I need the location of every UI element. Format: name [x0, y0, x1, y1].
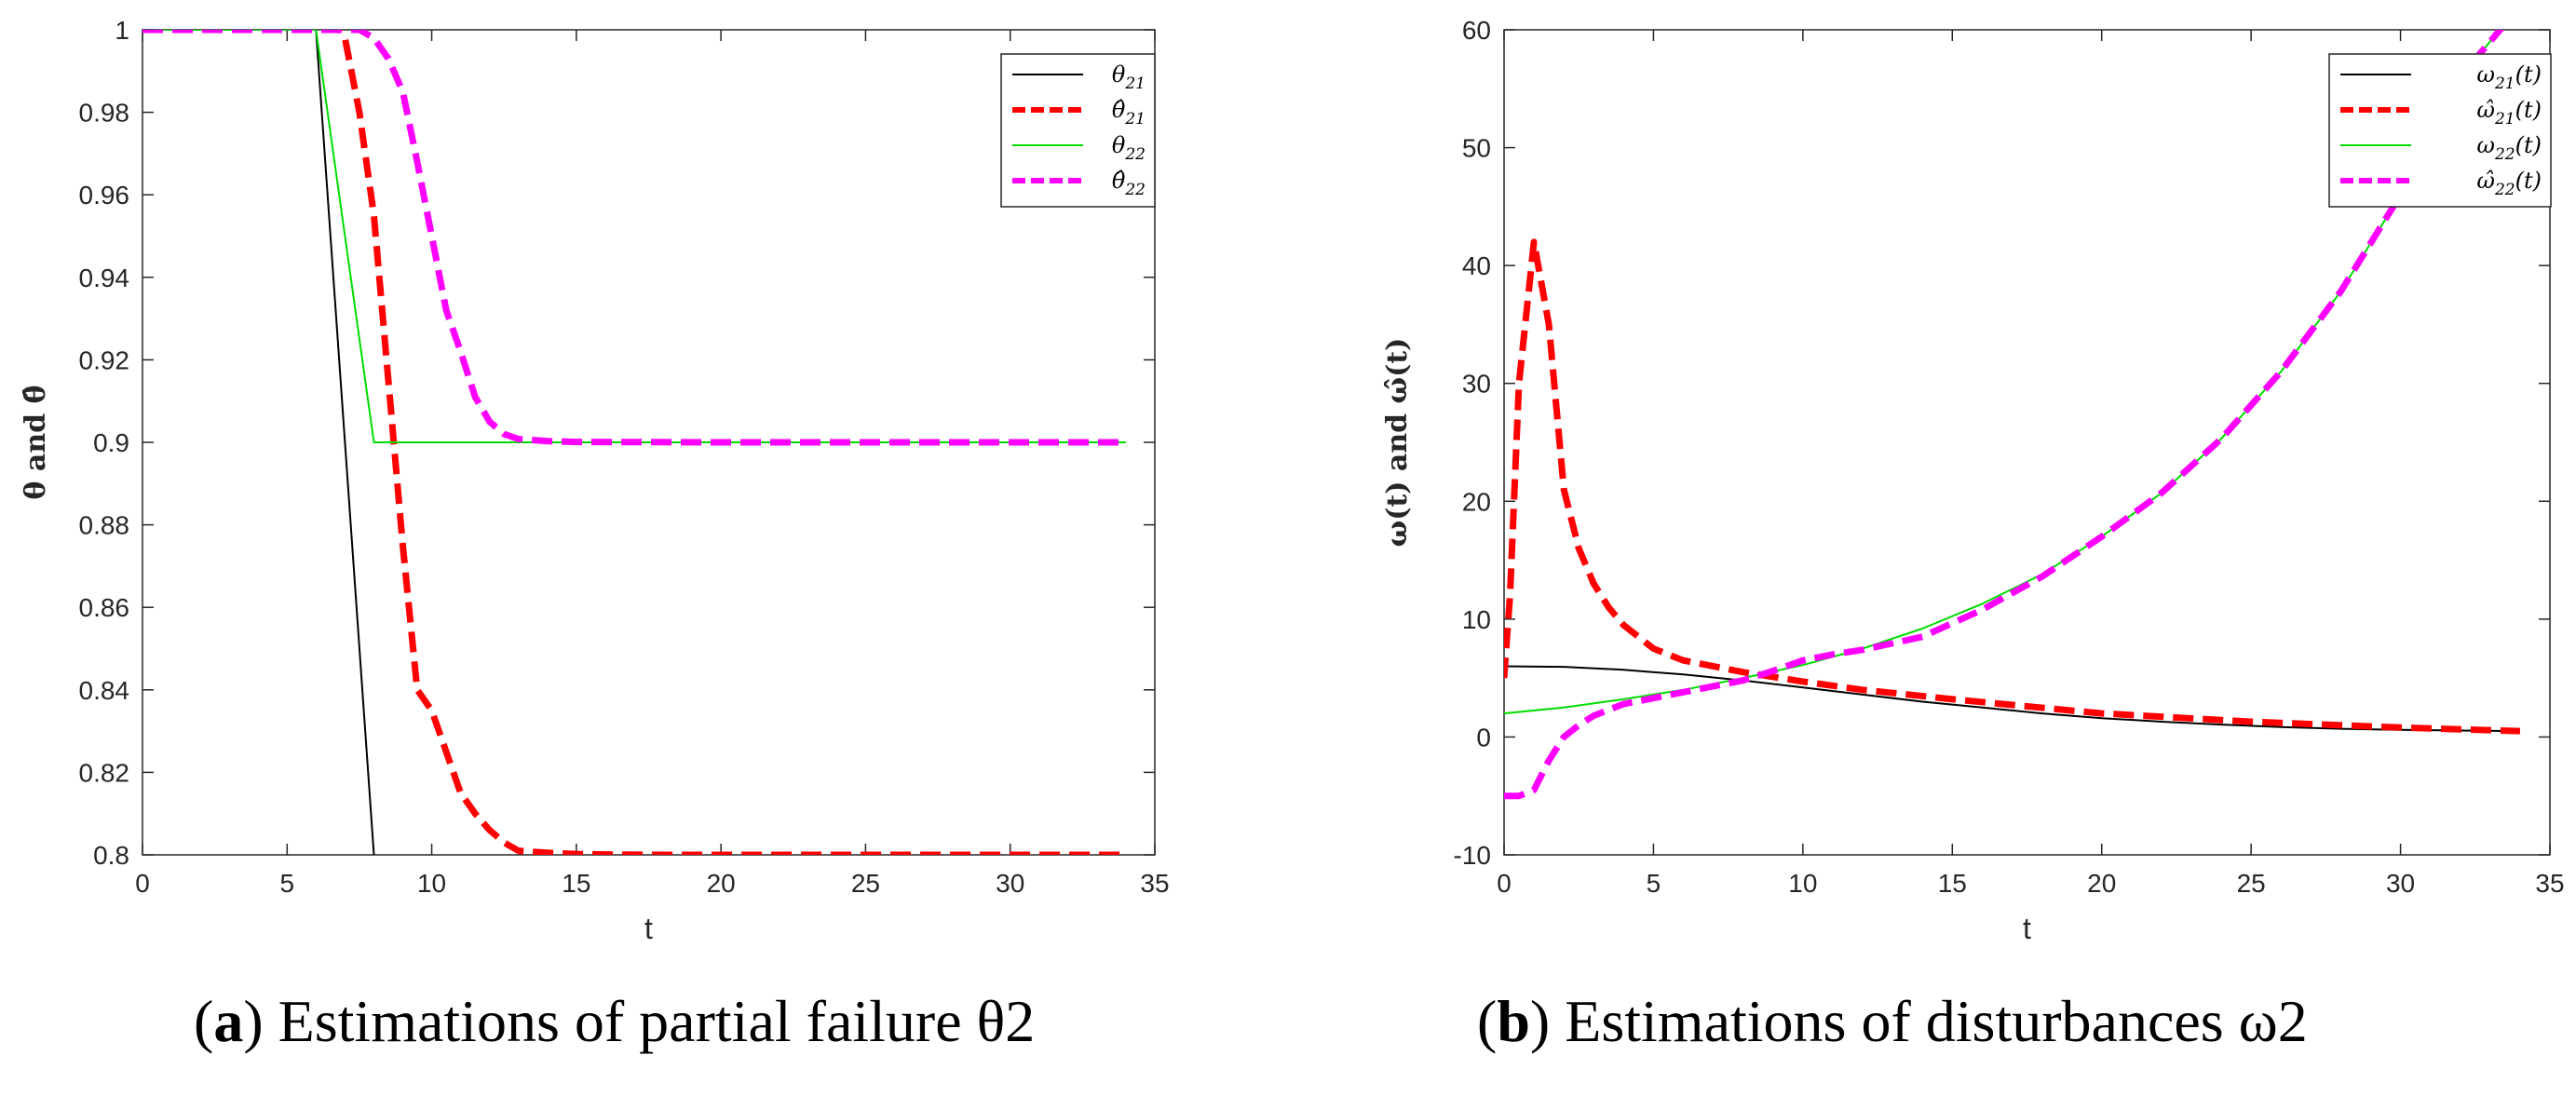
caption-b: (b) Estimations of disturbances ω2: [1477, 988, 2308, 1054]
legend-label-base-3: ω̂: [2476, 168, 2495, 194]
legend-label-rest-0: (t): [2515, 61, 2542, 88]
chart-a: 0 5 10 15 20 25 30 35 0.8 0.82 0.84 0.86 0.88 0.9 0.92…: [20, 16, 1170, 945]
y-tick-label: 40: [1462, 251, 1491, 280]
legend-entry-0: ω21(t): [2476, 61, 2542, 93]
caption-a-letter: a: [213, 988, 244, 1054]
y-tick-label: 30: [1462, 370, 1491, 399]
legend-label-sub-1: 21: [2494, 110, 2515, 129]
legend-label-base-3: θ̂: [1112, 168, 1126, 194]
x-tick-label: 30: [996, 869, 1024, 898]
x-tick-label: 5: [1647, 869, 1661, 898]
caption-b-text: Estimations of disturbances ω2: [1565, 988, 2308, 1054]
y-tick-label: 0.92: [79, 345, 130, 374]
y-axis-label: θ and θ̂: [20, 385, 52, 499]
y-tick-label: 10: [1462, 605, 1491, 634]
caption-b-letter: b: [1497, 988, 1530, 1054]
y-tick-label: 0.96: [79, 181, 130, 210]
x-axis-label: t: [2023, 912, 2031, 945]
legend-label-base-1: θ̂: [1112, 97, 1126, 123]
legend-label-base-0: θ: [1112, 61, 1126, 88]
series-line-1: [142, 30, 1126, 855]
x-tick-label: 20: [2087, 869, 2116, 898]
series-line-1: [1504, 238, 2521, 735]
x-tick-label: 35: [2535, 869, 2564, 898]
caption-a-text: Estimations of partial failure θ2: [278, 988, 1036, 1054]
legend-label-base-2: θ: [1112, 132, 1126, 158]
y-tick-label: 0: [1476, 723, 1491, 751]
legend-label-sub-3: 22: [1124, 181, 1146, 199]
x-tick-label: 25: [2237, 869, 2266, 898]
y-tick-label: 0.98: [79, 99, 130, 128]
series-line-3: [142, 30, 1126, 446]
legend-label-sub-2: 22: [2494, 145, 2515, 164]
legend-entry-2: ω22(t): [2476, 132, 2542, 164]
legend: ω21(t)ω̂21(t)ω22(t)ω̂22(t): [2328, 53, 2552, 208]
legend-entry-2: θ22: [1112, 132, 1146, 164]
y-tick-label: 0.8: [93, 841, 129, 870]
legend-label-base-1: ω̂: [2476, 97, 2495, 123]
legend-entry-1: θ̂21: [1112, 97, 1146, 129]
legend-entry-1: ω̂21(t): [2476, 97, 2542, 129]
y-tick-label: 0.82: [79, 758, 130, 787]
y-tick-label: 1: [115, 16, 129, 45]
x-tick-label: 10: [417, 869, 446, 898]
legend-label-sub-0: 21: [2494, 74, 2515, 93]
legend-entry-3: ω̂22(t): [2476, 168, 2542, 199]
legend-label-base-2: ω: [2476, 132, 2495, 158]
legend-label-sub-2: 22: [1124, 145, 1146, 164]
legend-label-sub-3: 22: [2494, 181, 2515, 199]
x-tick-label: 0: [1497, 869, 1512, 898]
x-tick-label: 5: [279, 869, 294, 898]
y-tick-label: 60: [1462, 16, 1491, 45]
y-tick-label: 0.84: [79, 676, 130, 705]
series-line-3: [1504, 30, 2505, 800]
x-axis-label: t: [644, 912, 653, 945]
x-tick-label: 10: [1788, 869, 1817, 898]
legend-entry-0: θ21: [1112, 61, 1146, 93]
y-tick-label: 0.94: [79, 264, 130, 292]
x-tick-label: 15: [1938, 869, 1967, 898]
series-line-0: [1504, 665, 2520, 733]
legend-label-rest-1: (t): [2515, 97, 2542, 123]
x-tick-label: 20: [707, 869, 736, 898]
x-tick-label: 30: [2386, 869, 2415, 898]
x-tick-label: 25: [851, 869, 880, 898]
y-axis-label: ω(t) and ω̂(t): [1381, 338, 1414, 548]
legend-label-base-0: ω: [2476, 61, 2495, 88]
y-tick-label: 50: [1462, 134, 1491, 163]
caption-a: (a) Estimations of partial failure θ2: [194, 988, 1036, 1054]
y-tick-label: 0.86: [79, 593, 130, 622]
x-tick-label: 0: [135, 869, 150, 898]
y-tick-label: -10: [1454, 841, 1491, 870]
x-tick-label: 35: [1140, 869, 1169, 898]
legend-entry-3: θ̂22: [1112, 168, 1146, 199]
legend-label-rest-2: (t): [2515, 132, 2542, 158]
legend-label-rest-3: (t): [2515, 168, 2542, 194]
legend-label-sub-1: 21: [1124, 110, 1146, 129]
y-tick-label: 20: [1462, 487, 1491, 516]
y-tick-label: 0.9: [93, 428, 129, 457]
series-line-0: [142, 30, 375, 855]
y-tick-label: 0.88: [79, 511, 130, 540]
legend-label-sub-0: 21: [1124, 74, 1146, 93]
x-tick-label: 15: [562, 869, 590, 898]
